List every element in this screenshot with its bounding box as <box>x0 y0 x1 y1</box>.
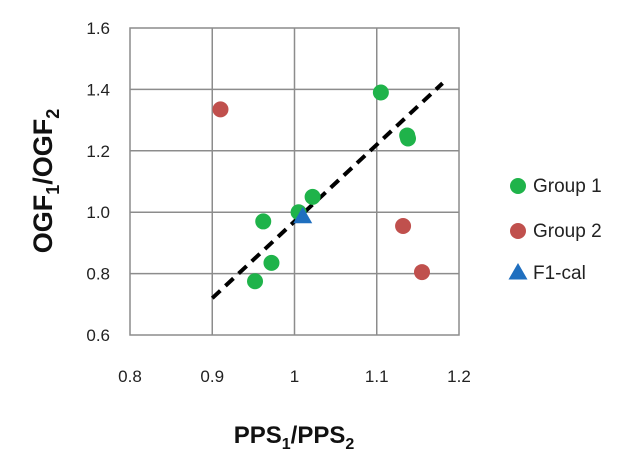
data-point-group-1 <box>263 254 280 271</box>
x-tick-label: 0.8 <box>118 367 142 386</box>
y-tick-label: 1.4 <box>86 80 110 99</box>
legend-label-group-1: Group 1 <box>533 176 602 197</box>
legend-marker-f1-cal <box>508 263 528 280</box>
x-tick-label: 1 <box>290 367 299 386</box>
legend-marker-group-2 <box>510 223 526 239</box>
legend-label-f1-cal: F1-cal <box>533 263 586 284</box>
y-tick-label: 0.6 <box>86 326 110 345</box>
legend-marker-group-1 <box>510 178 526 194</box>
data-point-group-1 <box>247 273 264 290</box>
legend-label-group-2: Group 2 <box>533 221 602 242</box>
y-tick-label: 1.0 <box>86 203 110 222</box>
y-tick-label: 0.8 <box>86 265 110 284</box>
data-point-group-1 <box>255 213 272 230</box>
x-tick-label: 0.9 <box>200 367 224 386</box>
x-axis-title: PPS1/PPS2 <box>234 422 355 453</box>
trendline-group <box>210 81 444 300</box>
x-tick-label: 1.1 <box>365 367 389 386</box>
legend: Group 1 Group 2 F1-cal <box>508 176 602 284</box>
x-tick-label: 1.2 <box>447 367 471 386</box>
y-tick-label: 1.6 <box>86 19 110 38</box>
grid <box>130 28 459 335</box>
y-tick-label: 1.2 <box>86 142 110 161</box>
data-point-group-2 <box>395 218 412 235</box>
data-point-group-1 <box>400 130 417 147</box>
data-point-group-2 <box>212 101 229 118</box>
data-point-f1-cal <box>293 206 313 224</box>
data-point-group-1 <box>372 84 389 101</box>
data-point-group-2 <box>413 264 430 281</box>
trendline <box>210 81 444 300</box>
x-tick-labels: 0.8 0.9 1 1.1 1.2 <box>118 367 471 386</box>
y-axis-title: OGF1/OGF2 <box>28 109 63 254</box>
plot-border <box>129 27 460 336</box>
data-point-group-1 <box>304 188 321 205</box>
y-tick-labels: 0.6 0.8 1.0 1.2 1.4 1.6 <box>86 19 110 345</box>
data-points <box>212 84 430 290</box>
